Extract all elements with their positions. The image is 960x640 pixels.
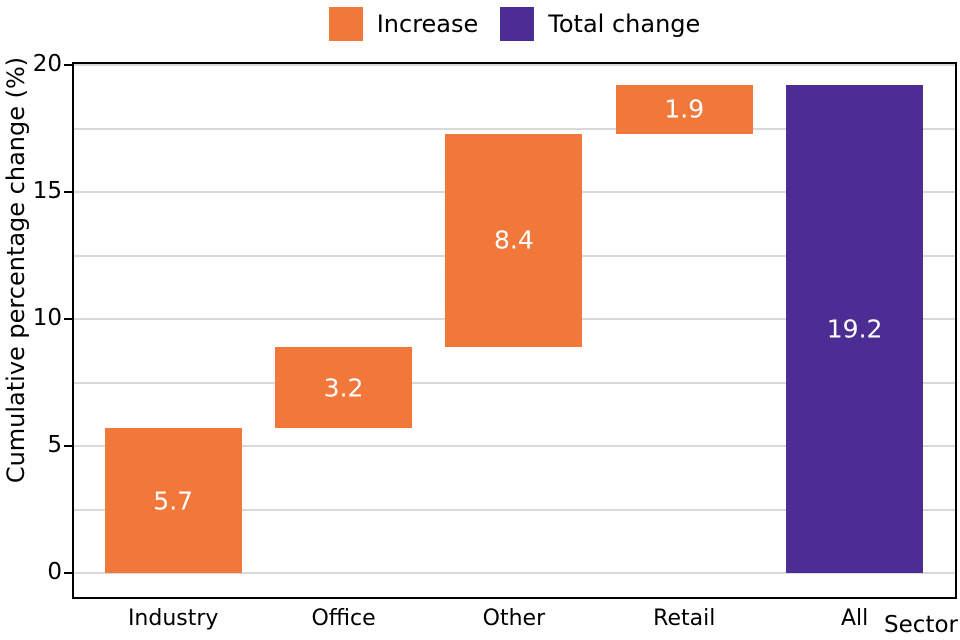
y-tick-mark: [64, 572, 72, 574]
bar-value-label: 3.2: [323, 373, 364, 403]
bar-segment-all: [786, 85, 924, 573]
x-tick-label-all: All: [840, 606, 869, 631]
y-axis-label: Cumulative percentage change (%): [2, 56, 30, 484]
plot-area: 5.7 3.2 8.4 1.9 19.2: [72, 62, 957, 599]
y-tick-label: 15: [32, 177, 62, 204]
y-tick-mark: [64, 191, 72, 193]
bar-value-label: 1.9: [664, 94, 705, 124]
x-tick-label-office: Office: [311, 606, 376, 631]
legend: Increase Total change: [72, 3, 957, 45]
gridline: [74, 508, 955, 511]
y-tick-label: 10: [32, 304, 62, 331]
gridline: [74, 572, 955, 574]
bar-value-label: 8.4: [494, 225, 534, 255]
x-tick-label-industry: Industry: [127, 606, 219, 631]
increase-swatch-icon: [328, 7, 363, 41]
y-tick-label: 20: [32, 50, 62, 77]
gridline: [74, 445, 955, 447]
total-change-swatch-icon: [500, 7, 535, 41]
gridline: [74, 127, 955, 130]
bar-segment-office: [275, 346, 413, 429]
legend-item-increase: Increase: [328, 7, 479, 41]
y-tick-label: 5: [47, 431, 62, 458]
x-tick-label-retail: Retail: [653, 606, 716, 631]
gridline: [74, 381, 955, 384]
bar-value-label: 5.7: [153, 486, 194, 516]
gridline: [74, 64, 955, 66]
y-tick-mark: [64, 318, 72, 320]
bar-segment-retail: [615, 85, 753, 134]
y-tick-label: 0: [47, 558, 62, 585]
legend-label-total-change: Total change: [548, 10, 701, 38]
bar-segment-industry: [104, 428, 242, 573]
x-tick-label-other: Other: [482, 606, 546, 631]
y-tick-mark: [64, 445, 72, 447]
bar-segment-other: [445, 133, 583, 347]
legend-item-total-change: Total change: [500, 7, 700, 41]
x-axis-label: Sector: [884, 612, 958, 638]
legend-label-increase: Increase: [376, 10, 479, 38]
bar-value-label: 19.2: [826, 314, 883, 344]
y-tick-mark: [64, 64, 72, 66]
